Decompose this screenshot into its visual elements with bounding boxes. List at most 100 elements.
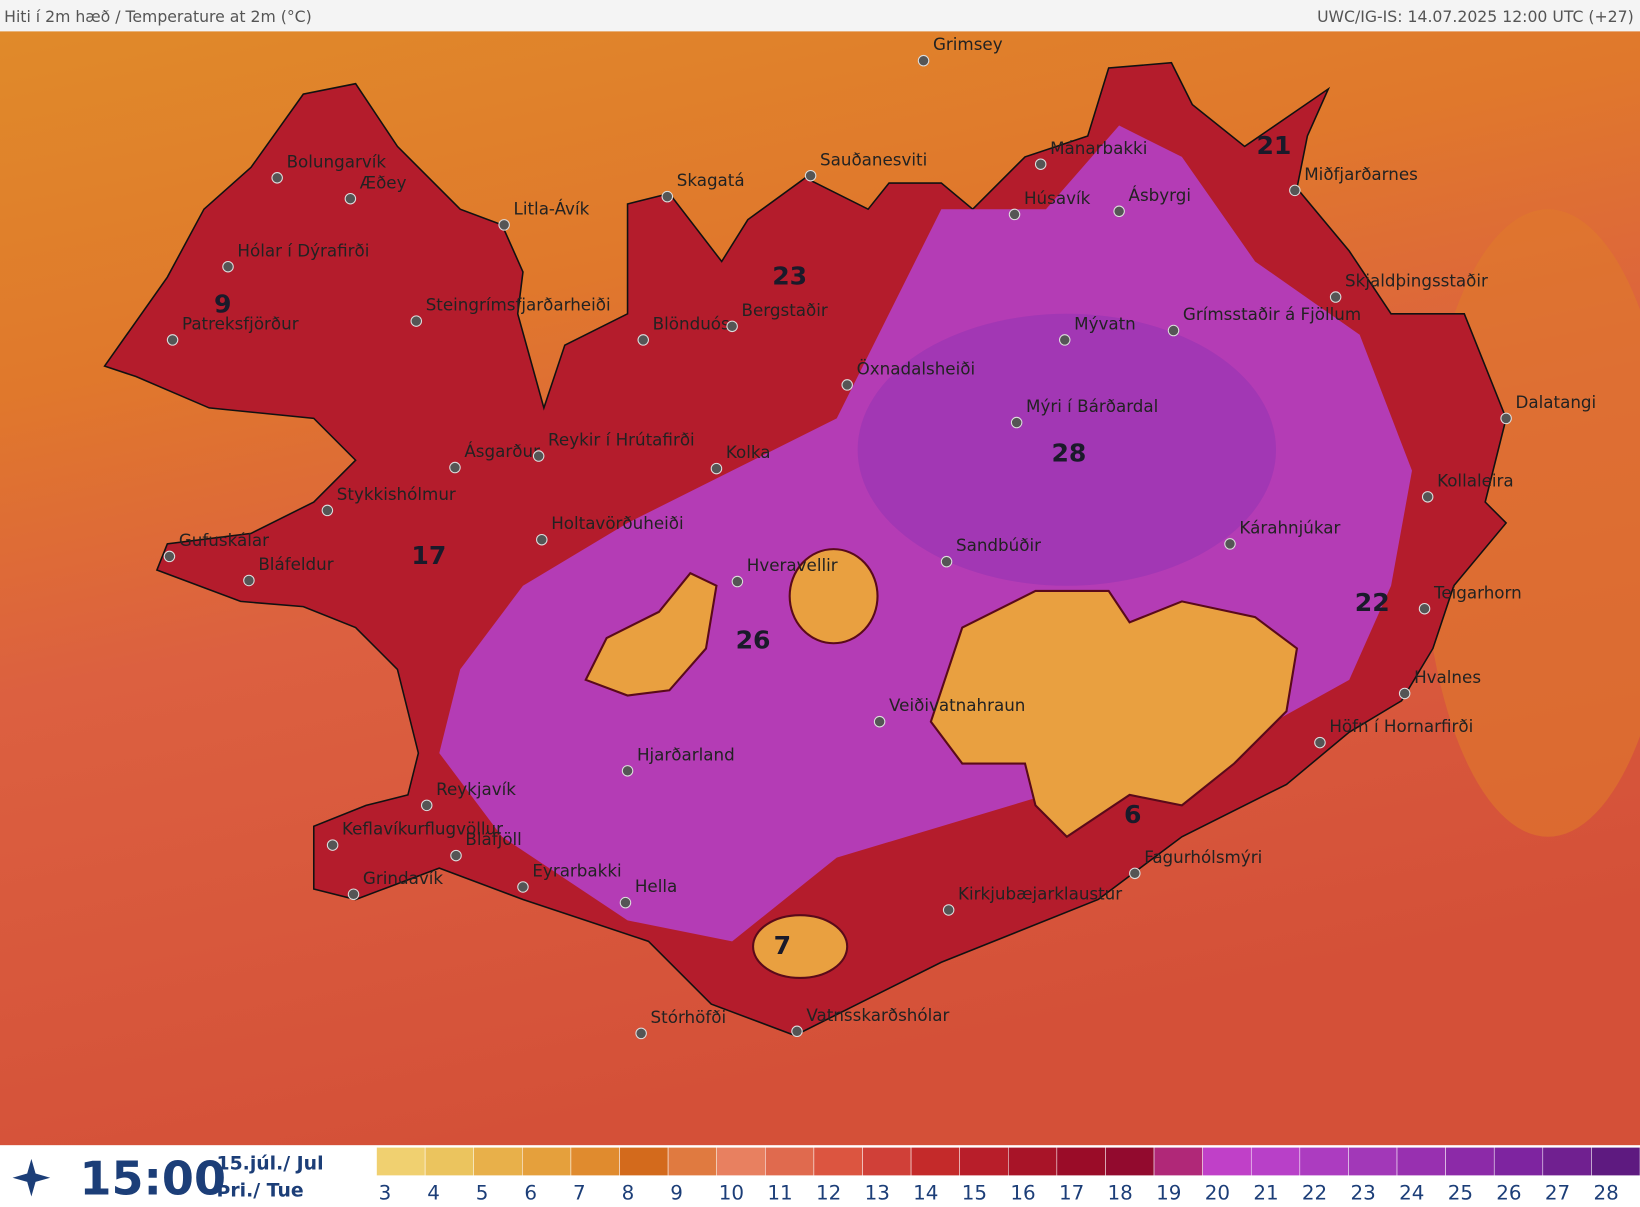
legend-label: 10 (719, 1182, 744, 1205)
station-name: Kolka (726, 442, 771, 462)
map-title: Hiti í 2m hæð / Temperature at 2m (°C) (4, 7, 312, 26)
station-marker (731, 575, 744, 588)
temperature-label: 9 (214, 290, 231, 319)
legend-swatch (1299, 1147, 1349, 1176)
station-name: Ásbyrgi (1129, 185, 1192, 205)
legend-swatch (1202, 1147, 1252, 1176)
legend-swatch (862, 1147, 912, 1176)
station-marker (1224, 538, 1236, 550)
station-name: Dalatangi (1516, 392, 1597, 412)
station-marker (841, 379, 853, 391)
station-name: Húsavík (1024, 188, 1091, 208)
station-marker (517, 881, 529, 893)
legend-label: 7 (573, 1182, 586, 1205)
hot-core (857, 313, 1277, 586)
glacier-myrdalsjokull (752, 914, 849, 979)
station-marker (791, 1025, 803, 1038)
station-name: Bláfeldur (258, 554, 333, 574)
legend-label: 23 (1351, 1182, 1376, 1205)
station-name: Kollaleira (1437, 470, 1514, 490)
station-marker (532, 450, 545, 462)
station-marker (410, 315, 423, 327)
legend-swatch (376, 1147, 426, 1176)
legend-label: 8 (622, 1182, 635, 1205)
station-marker (1010, 416, 1023, 429)
station-name: Ásgarður (464, 441, 540, 461)
station-marker (1113, 205, 1125, 218)
station-name: Gufuskálar (179, 530, 269, 550)
legend-swatch (1105, 1147, 1155, 1176)
legend-swatch (1056, 1147, 1106, 1176)
station-marker (1008, 208, 1021, 221)
station-marker (942, 904, 955, 916)
station-marker (420, 799, 433, 812)
temperature-label: 28 (1051, 438, 1086, 467)
station-name: Veiðivatnahraun (889, 695, 1025, 715)
station-marker (1034, 158, 1047, 170)
legend-label: 12 (816, 1182, 841, 1205)
station-name: Hveravellir (747, 555, 838, 575)
station-marker (1129, 867, 1141, 880)
station-marker (321, 504, 334, 517)
station-marker (621, 765, 634, 777)
legend-label: 21 (1253, 1182, 1278, 1205)
station-name: Reykir í Hrútafirði (548, 430, 695, 450)
station-name: Grimsey (933, 34, 1003, 54)
station-marker (222, 260, 234, 273)
header-bar (0, 0, 1640, 32)
station-name: Sauðanesviti (820, 149, 927, 169)
legend-swatch (570, 1147, 620, 1176)
station-marker (163, 550, 176, 563)
legend-label: 26 (1496, 1182, 1521, 1205)
station-marker (1500, 412, 1512, 425)
station-name: Reykjavík (436, 779, 516, 799)
legend-swatch (667, 1147, 717, 1176)
legend-label: 27 (1545, 1182, 1570, 1205)
station-marker (1167, 324, 1180, 337)
legend-swatch (522, 1147, 572, 1176)
legend-swatch (424, 1147, 474, 1176)
station-marker (1329, 291, 1342, 303)
legend-label: 16 (1010, 1182, 1035, 1205)
legend-label: 18 (1108, 1182, 1133, 1205)
station-name: Grindavík (363, 868, 443, 888)
legend-swatch (1542, 1147, 1592, 1176)
station-name: Bergstaðir (742, 300, 828, 320)
station-marker (498, 219, 510, 231)
station-marker (326, 839, 339, 851)
station-name: Hólar í Dýrafirði (237, 240, 369, 260)
station-name: Grímsstaðir á Fjöllum (1183, 304, 1361, 324)
station-marker (1314, 736, 1326, 749)
legend-swatch (813, 1147, 863, 1176)
legend-label: 5 (476, 1182, 489, 1205)
station-name: Teigarhorn (1433, 582, 1522, 602)
station-name: Æðey (360, 172, 407, 192)
station-marker (619, 896, 632, 909)
station-name: Bláfjöll (465, 829, 521, 849)
legend-swatch (1445, 1147, 1495, 1176)
station-name: Bolungarvík (287, 151, 387, 171)
station-marker (1418, 602, 1431, 615)
legend-label: 20 (1205, 1182, 1230, 1205)
station-name: Mývatn (1074, 313, 1136, 333)
legend-label: 24 (1399, 1182, 1424, 1205)
legend-swatch (959, 1147, 1009, 1176)
forecast-date: 15.júl./ Jul (217, 1153, 324, 1174)
legend-swatch (1153, 1147, 1203, 1176)
legend-label: 11 (767, 1182, 792, 1205)
station-marker (344, 192, 357, 205)
legend-label: 14 (913, 1182, 938, 1205)
legend-label: 3 (379, 1182, 392, 1205)
legend-swatch (716, 1147, 766, 1176)
station-marker (271, 172, 283, 184)
legend-label: 17 (1059, 1182, 1084, 1205)
station-marker (1289, 184, 1301, 197)
station-marker (1421, 491, 1434, 503)
station-marker (726, 320, 738, 333)
station-marker (1058, 334, 1071, 346)
station-name: Vatnsskarðshólar (806, 1005, 949, 1025)
legend-label: 25 (1448, 1182, 1473, 1205)
temperature-label: 23 (772, 261, 807, 290)
model-run: UWC/IG-IS: 14.07.2025 12:00 UTC (+27) (1317, 7, 1634, 26)
